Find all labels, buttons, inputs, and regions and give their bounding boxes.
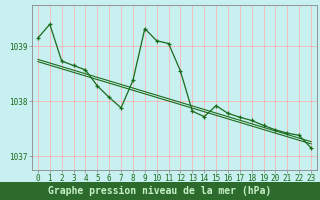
Text: Graphe pression niveau de la mer (hPa): Graphe pression niveau de la mer (hPa): [48, 186, 272, 196]
